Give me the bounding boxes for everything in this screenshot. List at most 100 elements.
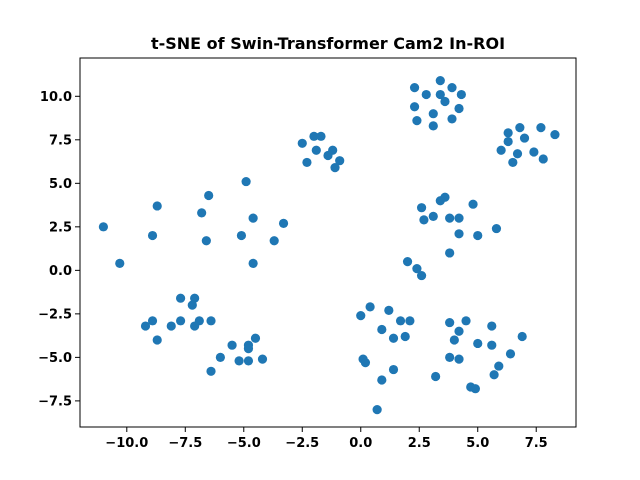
data-point	[356, 311, 366, 321]
data-point	[335, 156, 345, 166]
y-tick-label: 0.0	[49, 264, 72, 279]
data-point	[204, 190, 214, 201]
data-point	[243, 344, 254, 354]
data-point	[412, 116, 422, 126]
y-tick-label: −5.0	[38, 351, 72, 366]
data-point	[445, 352, 455, 362]
x-tick-label: −2.5	[285, 436, 319, 451]
data-point	[384, 305, 394, 315]
data-point	[360, 358, 371, 368]
data-point	[190, 293, 200, 303]
x-tick-label: −10.0	[105, 436, 148, 451]
data-point	[323, 150, 333, 161]
data-point	[550, 129, 560, 140]
data-point	[461, 316, 471, 326]
data-point	[470, 384, 480, 394]
x-tick-label: 7.5	[525, 436, 548, 451]
data-point	[166, 321, 176, 331]
data-point	[456, 89, 466, 100]
data-point	[311, 145, 321, 155]
data-point	[234, 356, 244, 366]
data-point	[473, 230, 483, 241]
y-tick-label: 2.5	[49, 220, 72, 235]
data-point	[309, 131, 319, 141]
plot-frame	[79, 57, 577, 428]
data-point	[412, 264, 422, 274]
x-tick-label: −5.0	[227, 436, 261, 451]
data-point	[176, 293, 186, 303]
data-point	[487, 321, 497, 331]
data-point	[257, 354, 268, 364]
data-point	[250, 333, 261, 343]
data-point	[248, 213, 258, 223]
data-point	[201, 236, 211, 246]
data-point	[416, 270, 427, 281]
data-point	[409, 82, 420, 93]
data-point	[435, 89, 445, 100]
data-point	[278, 218, 289, 228]
y-tick-label: 10.0	[40, 90, 72, 105]
data-point	[206, 316, 216, 326]
data-point	[147, 230, 158, 241]
data-point	[428, 121, 438, 131]
data-point	[454, 213, 464, 223]
data-point	[473, 338, 483, 349]
data-point	[402, 257, 413, 267]
data-point	[377, 324, 387, 335]
data-point	[519, 133, 530, 143]
data-point	[512, 149, 523, 159]
axes-layer: −10.0 −7.5 −5.0 −2.5 0.0 2.5 5.0 7.5 −7.5 −5.0 −2.…	[38, 57, 577, 451]
data-point	[421, 89, 431, 100]
data-point	[388, 333, 399, 343]
data-point	[236, 230, 247, 241]
data-point	[503, 136, 513, 147]
data-point	[377, 375, 387, 385]
x-tick-label: 0.0	[349, 436, 372, 451]
data-point	[152, 201, 162, 211]
data-point	[447, 82, 457, 93]
data-point	[454, 103, 464, 114]
chart-title: t-SNE of Swin-Transformer Cam2 In-ROI	[151, 34, 505, 53]
data-point	[431, 371, 441, 382]
data-point	[187, 300, 197, 310]
data-point	[489, 370, 499, 380]
data-point	[330, 163, 340, 173]
data-point	[302, 157, 312, 168]
data-point	[505, 349, 516, 359]
data-point	[536, 123, 546, 133]
data-point	[447, 114, 457, 124]
data-point	[508, 157, 518, 168]
data-point	[517, 331, 527, 342]
data-point	[445, 317, 455, 328]
x-tick-label: 2.5	[408, 436, 431, 451]
data-point	[449, 335, 459, 345]
data-point	[241, 176, 251, 187]
x-tick-label: 5.0	[466, 436, 489, 451]
data-point	[388, 364, 399, 375]
y-tick-label: −7.5	[38, 394, 72, 409]
data-point	[409, 102, 420, 112]
y-tick-label: 5.0	[49, 177, 72, 192]
data-point	[395, 316, 406, 326]
data-point	[316, 131, 326, 141]
data-point	[98, 222, 108, 232]
data-point	[197, 208, 207, 218]
data-point	[503, 128, 513, 138]
data-point	[227, 340, 237, 350]
data-point	[428, 109, 438, 119]
data-point	[140, 321, 151, 331]
data-point	[190, 321, 200, 331]
data-point	[419, 215, 429, 225]
data-point	[454, 326, 464, 336]
data-point	[269, 236, 279, 246]
data-point	[487, 340, 497, 350]
data-point	[365, 302, 375, 312]
points-layer	[98, 76, 560, 415]
data-point	[215, 352, 225, 362]
data-point	[400, 331, 410, 342]
data-point	[243, 356, 254, 366]
data-point	[538, 154, 548, 164]
data-point	[147, 316, 158, 326]
